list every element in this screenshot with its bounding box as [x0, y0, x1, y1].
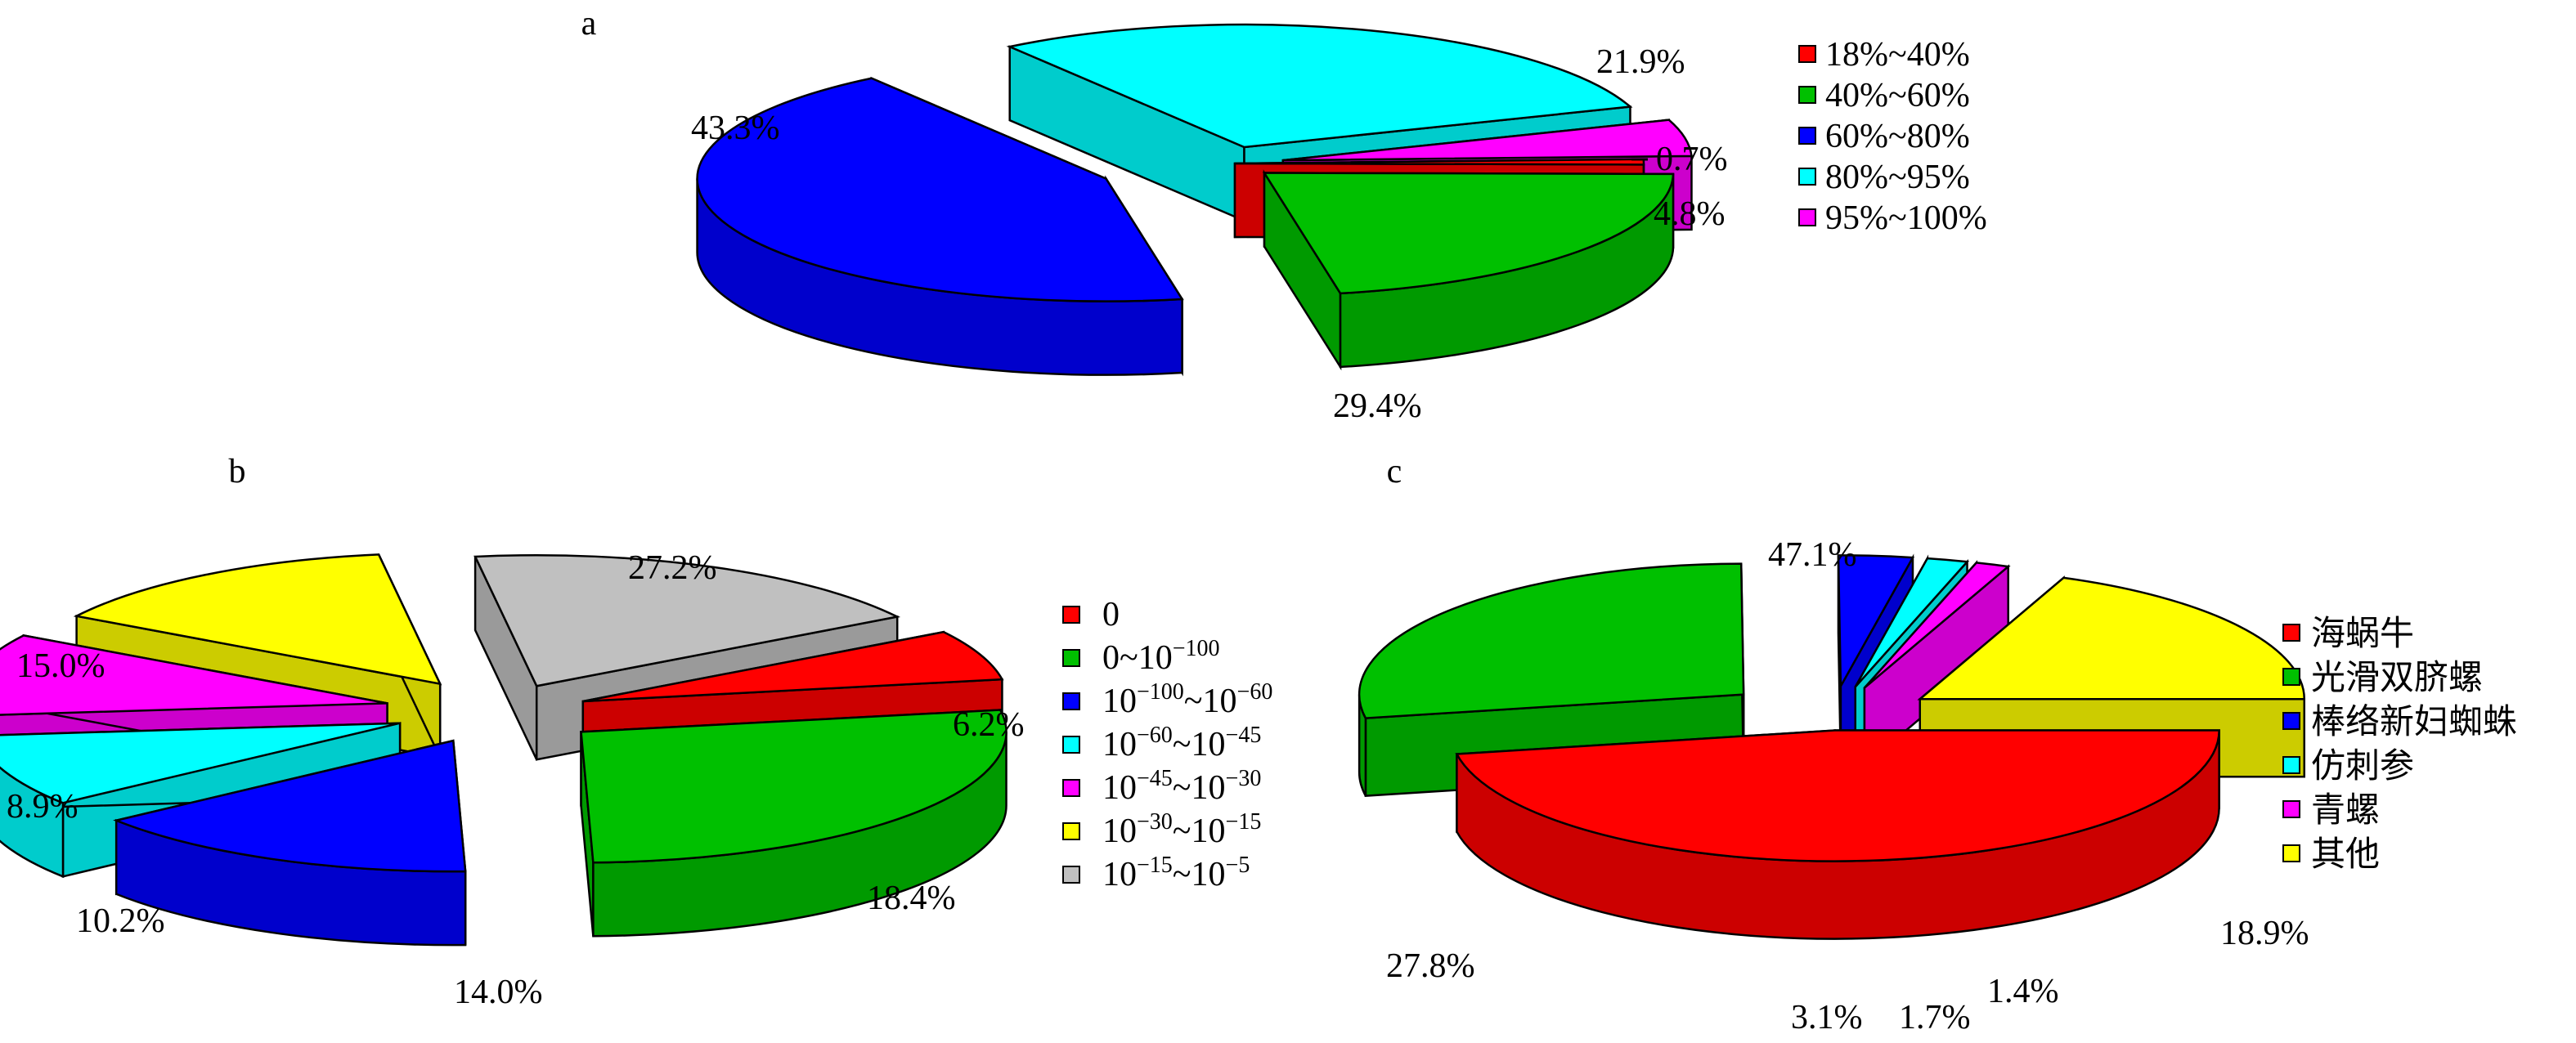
legend-item: 80%~95% [1799, 159, 1970, 196]
pie-slice [1456, 731, 2219, 939]
panel-b-label-7: 18.4% [867, 880, 956, 917]
svg-text:10−45~10−30: 10−45~10−30 [1102, 766, 1261, 807]
legend-exponent: −45 [1226, 723, 1262, 748]
panel-a-label-2: 21.9% [1596, 43, 1685, 81]
legend-label: 60%~80% [1825, 118, 1970, 155]
legend-label: 棒络新妇蜘蛛 [2311, 701, 2517, 741]
legend-item: 18%~40% [1799, 36, 1970, 74]
legend-label: 0~10 [1102, 639, 1173, 677]
legend-label: 光滑双脐螺 [2311, 657, 2483, 697]
legend-label: 10 [1102, 683, 1137, 720]
panel-c-label-2: 27.8% [1386, 947, 1475, 985]
panel-c-slices [1359, 555, 2304, 938]
legend-label-tail: ~10 [1173, 856, 1226, 893]
pie-slice-top [1359, 564, 1744, 718]
legend-item: 海蜗牛 [2283, 613, 2414, 653]
svg-text:0: 0 [1102, 596, 1120, 633]
legend-label: 仿刺参 [2311, 745, 2414, 786]
legend-item: 40%~60% [1799, 77, 1970, 114]
panel-b-label-4: 8.9% [7, 788, 79, 826]
legend-item: 10−45~10−30 [1063, 766, 1261, 807]
legend-exponent: −45 [1137, 766, 1173, 791]
panel-c-legend: 海蜗牛 光滑双脐螺 棒络新妇蜘蛛 仿刺参 青螺 其他 [2283, 613, 2517, 874]
panel-b-label-5: 10.2% [76, 902, 165, 940]
panel-a-label-1: 0.7% [1656, 141, 1728, 178]
panel-c-label-6: 18.9% [2220, 915, 2309, 952]
svg-text:10−15~10−5: 10−15~10−5 [1102, 853, 1250, 893]
svg-text:10−30~10−15: 10−30~10−15 [1102, 809, 1261, 850]
legend-item: 10−100~10−60 [1063, 679, 1272, 720]
legend-item: 10−15~10−5 [1063, 853, 1250, 893]
legend-exponent: −30 [1226, 766, 1262, 791]
panel-b-letter: b [229, 453, 246, 490]
legend-exponent: −100 [1137, 679, 1184, 705]
panel-b-label-2: 27.2% [628, 549, 717, 587]
legend-label: 0 [1102, 596, 1120, 633]
legend-label-tail: ~10 [1173, 726, 1226, 763]
panel-c-label-4: 1.7% [1899, 999, 1971, 1036]
svg-text:0~10−100: 0~10−100 [1102, 636, 1220, 677]
legend-exponent: −30 [1137, 809, 1173, 835]
legend-label: 80%~95% [1825, 159, 1970, 196]
panel-a-label-5: 4.8% [1654, 195, 1726, 233]
panel-b-label-6: 14.0% [454, 974, 543, 1011]
legend-label-tail: ~10 [1173, 769, 1226, 807]
legend-exponent: −60 [1137, 723, 1173, 748]
legend-item: 60%~80% [1799, 118, 1970, 155]
legend-exponent: −60 [1237, 679, 1273, 705]
pie-slice [1264, 173, 1673, 367]
panel-c-label-5: 1.4% [1987, 973, 2059, 1010]
legend-label: 青螺 [2311, 790, 2380, 830]
legend-exponent: −5 [1226, 853, 1250, 878]
panel-a-legend: 18%~40% 40%~60% 60%~80% 80%~95% 95%~100% [1799, 36, 1987, 237]
legend-label-tail: ~10 [1173, 812, 1226, 850]
panel-b-label-1: 6.2% [953, 706, 1025, 744]
legend-item: 10−60~10−45 [1063, 723, 1261, 763]
legend-item: 0~10−100 [1063, 636, 1220, 677]
panel-c-label-1: 47.1% [1768, 536, 1857, 574]
legend-item: 0 [1063, 596, 1120, 633]
legend-label: 其他 [2311, 834, 2380, 874]
legend-item: 95%~100% [1799, 199, 1987, 237]
panel-a-letter: a [581, 5, 597, 43]
legend-label: 海蜗牛 [2311, 613, 2414, 653]
panel-b-slices [0, 554, 1007, 945]
legend-label-tail: ~10 [1184, 683, 1237, 720]
panel-b: b 6.2% 27.2% 15.0% 8.9% 10.2% 14.0% 18.4… [0, 453, 1272, 1011]
legend-item: 10−30~10−15 [1063, 809, 1261, 850]
legend-label: 10 [1102, 769, 1137, 807]
legend-label: 10 [1102, 856, 1137, 893]
legend-label: 40%~60% [1825, 77, 1970, 114]
panel-b-legend: 0 0~10−100 10−100~10−60 10−60~10−45 10−4… [1063, 596, 1272, 893]
legend-item: 光滑双脐螺 [2283, 657, 2483, 697]
panel-a-label-3: 43.3% [691, 110, 780, 147]
legend-item: 青螺 [2283, 790, 2380, 830]
legend-exponent: −100 [1173, 636, 1220, 661]
legend-exponent: −15 [1226, 809, 1262, 835]
legend-item: 其他 [2283, 834, 2380, 874]
legend-item: 棒络新妇蜘蛛 [2283, 701, 2517, 741]
legend-label: 10 [1102, 726, 1137, 763]
panel-b-label-3: 15.0% [16, 647, 105, 685]
legend-label: 10 [1102, 812, 1137, 850]
svg-text:10−100~10−60: 10−100~10−60 [1102, 679, 1272, 720]
panel-a: a 21.9% 0.7% 43.3% 4.8% 29.4% 18%~40% 40… [581, 5, 1987, 425]
panel-a-label-4: 29.4% [1333, 387, 1422, 425]
panel-c: c 47.1% 27.8% 3.1% 1.7% 1.4% 18.9% 海蜗牛 光… [1359, 453, 2517, 1036]
legend-label: 95%~100% [1825, 199, 1987, 237]
legend-exponent: −15 [1137, 853, 1173, 878]
panel-a-slices [698, 25, 1692, 375]
svg-text:10−60~10−45: 10−60~10−45 [1102, 723, 1261, 763]
legend-label: 18%~40% [1825, 36, 1970, 74]
panel-c-label-3: 3.1% [1791, 999, 1863, 1036]
panel-c-letter: c [1387, 453, 1402, 490]
